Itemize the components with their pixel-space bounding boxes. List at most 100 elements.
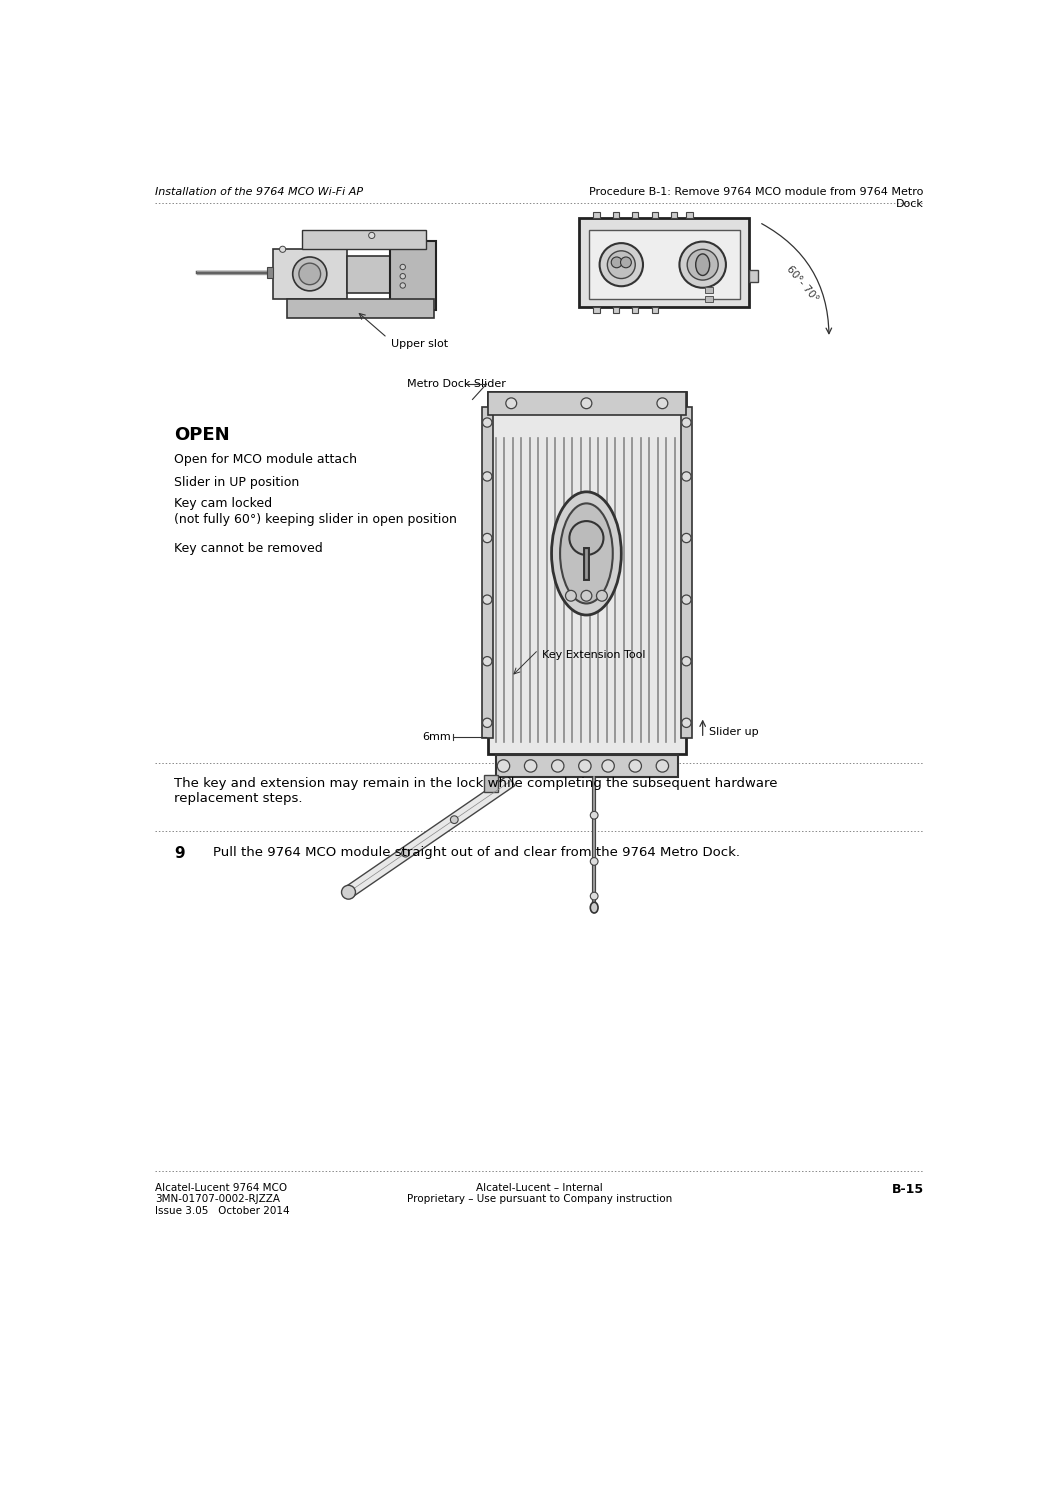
Circle shape — [579, 760, 591, 772]
Text: 9: 9 — [175, 846, 185, 861]
Circle shape — [569, 520, 604, 555]
Circle shape — [656, 760, 669, 772]
Text: Slider in UP position: Slider in UP position — [175, 476, 300, 489]
Circle shape — [682, 718, 691, 727]
Text: 3MN-01707-0002-RJZZA: 3MN-01707-0002-RJZZA — [155, 1194, 280, 1204]
Bar — [686, 213, 692, 219]
Bar — [749, 271, 758, 283]
Text: Installation of the 9764 MCO Wi-Fi AP: Installation of the 9764 MCO Wi-Fi AP — [155, 187, 363, 196]
Circle shape — [402, 849, 409, 857]
Bar — [593, 306, 600, 314]
Circle shape — [299, 263, 321, 284]
Circle shape — [602, 760, 614, 772]
Bar — [651, 213, 658, 219]
Circle shape — [596, 590, 607, 601]
Bar — [612, 306, 619, 314]
Bar — [286, 299, 433, 318]
Ellipse shape — [695, 254, 710, 275]
Text: Slider up: Slider up — [709, 727, 758, 738]
Ellipse shape — [590, 903, 598, 913]
Circle shape — [400, 274, 405, 280]
Bar — [488, 391, 686, 754]
Bar — [347, 256, 389, 293]
Text: Proprietary – Use pursuant to Company instruction: Proprietary – Use pursuant to Company in… — [406, 1194, 672, 1204]
Circle shape — [600, 242, 643, 286]
Bar — [593, 213, 600, 219]
Circle shape — [368, 232, 375, 238]
Text: The key and extension may remain in the lock while completing the subsequent har: The key and extension may remain in the … — [175, 776, 777, 804]
Text: Key cannot be removed: Key cannot be removed — [175, 541, 323, 555]
Text: Key Extension Tool: Key Extension Tool — [542, 650, 646, 660]
Bar — [681, 407, 692, 738]
Bar — [495, 755, 677, 776]
Circle shape — [483, 657, 492, 666]
Circle shape — [687, 250, 719, 280]
Circle shape — [656, 399, 668, 409]
Circle shape — [629, 760, 642, 772]
Text: Metro Dock Slider: Metro Dock Slider — [407, 379, 506, 390]
Bar — [671, 213, 677, 219]
Text: OPEN: OPEN — [175, 427, 229, 445]
Bar — [274, 250, 347, 299]
Bar — [484, 775, 498, 793]
Text: Alcatel-Lucent – Internal: Alcatel-Lucent – Internal — [476, 1182, 603, 1193]
Circle shape — [400, 283, 405, 288]
Bar — [389, 241, 437, 311]
Bar — [705, 287, 713, 293]
Polygon shape — [345, 776, 514, 897]
Bar — [632, 213, 639, 219]
Text: Pull the 9764 MCO module straight out of and clear from the 9764 Metro Dock.: Pull the 9764 MCO module straight out of… — [213, 846, 740, 859]
Text: B-15: B-15 — [891, 1182, 924, 1196]
Circle shape — [483, 718, 492, 727]
Circle shape — [590, 858, 598, 865]
Circle shape — [621, 257, 631, 268]
Text: Alcatel-Lucent 9764 MCO: Alcatel-Lucent 9764 MCO — [155, 1182, 287, 1193]
Circle shape — [483, 534, 492, 543]
Bar — [589, 230, 740, 299]
Ellipse shape — [560, 504, 612, 604]
Text: 60°- 70°: 60°- 70° — [784, 265, 820, 303]
Bar — [488, 391, 686, 415]
Bar — [267, 268, 274, 278]
Text: Procedure B-1: Remove 9764 MCO module from 9764 Metro
Dock: Procedure B-1: Remove 9764 MCO module fr… — [589, 187, 924, 208]
Circle shape — [483, 595, 492, 604]
Circle shape — [581, 590, 592, 601]
Circle shape — [280, 247, 286, 253]
Circle shape — [483, 418, 492, 427]
Circle shape — [525, 760, 537, 772]
Text: Upper slot: Upper slot — [391, 339, 448, 349]
Bar — [612, 213, 619, 219]
Circle shape — [566, 590, 576, 601]
Circle shape — [400, 265, 405, 269]
Ellipse shape — [551, 492, 622, 616]
Circle shape — [506, 399, 517, 409]
Text: Open for MCO module attach: Open for MCO module attach — [175, 454, 357, 467]
Text: Key cam locked: Key cam locked — [175, 497, 272, 510]
Circle shape — [611, 257, 622, 268]
Circle shape — [498, 760, 510, 772]
Circle shape — [342, 885, 356, 900]
Circle shape — [590, 892, 598, 900]
Circle shape — [607, 251, 635, 278]
Bar — [632, 306, 639, 314]
Bar — [651, 306, 658, 314]
Circle shape — [682, 534, 691, 543]
Text: (not fully 60°) keeping slider in open position: (not fully 60°) keeping slider in open p… — [175, 513, 457, 525]
Circle shape — [483, 471, 492, 482]
Circle shape — [680, 241, 726, 288]
Text: 6mm: 6mm — [422, 732, 451, 742]
Circle shape — [292, 257, 327, 291]
Circle shape — [581, 399, 592, 409]
Bar — [579, 219, 749, 306]
Circle shape — [551, 760, 564, 772]
Circle shape — [450, 816, 459, 824]
Text: Issue 3.05   October 2014: Issue 3.05 October 2014 — [155, 1206, 289, 1215]
Circle shape — [682, 418, 691, 427]
Circle shape — [682, 657, 691, 666]
Bar — [482, 407, 492, 738]
Circle shape — [590, 812, 598, 819]
Circle shape — [682, 595, 691, 604]
Bar — [705, 296, 713, 302]
Circle shape — [682, 471, 691, 482]
Bar — [302, 230, 426, 250]
